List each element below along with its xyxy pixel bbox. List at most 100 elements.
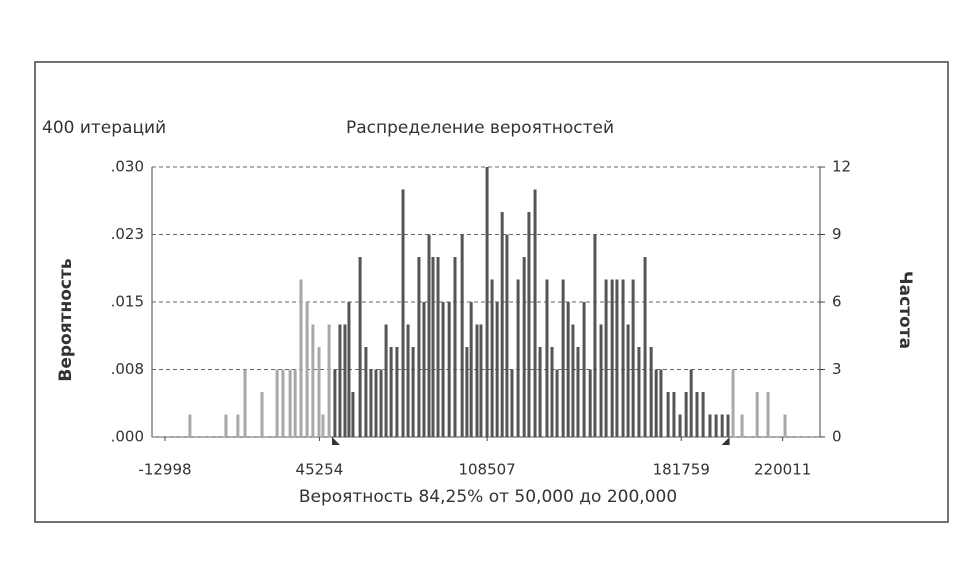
bar [659,369,663,437]
bar [610,279,614,437]
bar [615,279,619,437]
bar [708,414,712,437]
bar [637,347,641,437]
bar [505,234,509,437]
bar [465,347,469,437]
bar [755,392,759,437]
bar [495,302,499,437]
bar [475,324,479,437]
bar [260,392,264,437]
bar [545,279,549,437]
bar [576,347,580,437]
bar [604,279,608,437]
bar [720,414,724,437]
bar [485,167,489,437]
x-tick-label: 45254 [296,461,344,479]
bar [599,324,603,437]
bar [395,347,399,437]
bar [358,257,362,437]
y2-tick-label: 6 [832,293,842,311]
bar [726,414,730,437]
bar [384,324,388,437]
bar [550,347,554,437]
bar [351,392,355,437]
x-tick-label: 181759 [653,461,710,479]
certainty-marker [721,437,730,445]
bar [678,414,682,437]
bar [689,369,693,437]
bar [422,302,426,437]
bar [500,212,504,437]
bar [490,279,494,437]
bar [566,302,570,437]
y-tick-label: .008 [111,360,144,378]
bar [299,279,303,437]
certainty-marker [331,437,340,445]
bar [510,369,514,437]
y-tick-label: .023 [111,225,144,243]
bar [431,257,435,437]
subtitle: 400 итераций [42,118,166,138]
bar [684,392,688,437]
bar [436,257,440,437]
y2-tick-label: 12 [832,158,851,176]
bar [288,369,292,437]
bar [593,234,597,437]
bar [714,414,718,437]
bar [582,302,586,437]
bar [374,369,378,437]
bar [460,234,464,437]
bar [389,347,393,437]
bar [327,324,331,437]
bar [236,414,240,437]
bar [643,257,647,437]
bar [666,392,670,437]
bar [631,279,635,437]
bar [522,257,526,437]
bar [740,414,744,437]
bar [447,302,451,437]
bar [479,324,483,437]
bar [275,369,279,437]
bar [649,347,653,437]
y2-tick-label: 0 [832,428,842,446]
bar [533,189,537,437]
bar [588,369,592,437]
bar [293,369,297,437]
bar [766,392,770,437]
bar [626,324,630,437]
bar [695,392,699,437]
bar [672,392,676,437]
bar [281,369,285,437]
bar [311,324,315,437]
bar [364,347,368,437]
bar [441,302,445,437]
bar [369,369,373,437]
bar [243,369,247,437]
bar [701,392,705,437]
bar [561,279,565,437]
footer: Вероятность 84,25% от 50,000 до 200,000 [299,487,677,507]
bar [417,257,421,437]
bar [401,189,405,437]
bar [516,279,520,437]
bar [731,369,735,437]
bar [469,302,473,437]
bar [411,347,415,437]
bar [654,369,658,437]
bar [427,234,431,437]
bar [188,414,192,437]
bar [453,257,457,437]
bar [555,369,559,437]
bar [406,324,410,437]
y2-tick-label: 3 [832,360,842,378]
bar [571,324,575,437]
bar [538,347,542,437]
x-tick-label: 108507 [458,461,515,479]
x-tick-label: -12998 [138,461,191,479]
bar [379,369,383,437]
bar [621,279,625,437]
bar [321,414,325,437]
